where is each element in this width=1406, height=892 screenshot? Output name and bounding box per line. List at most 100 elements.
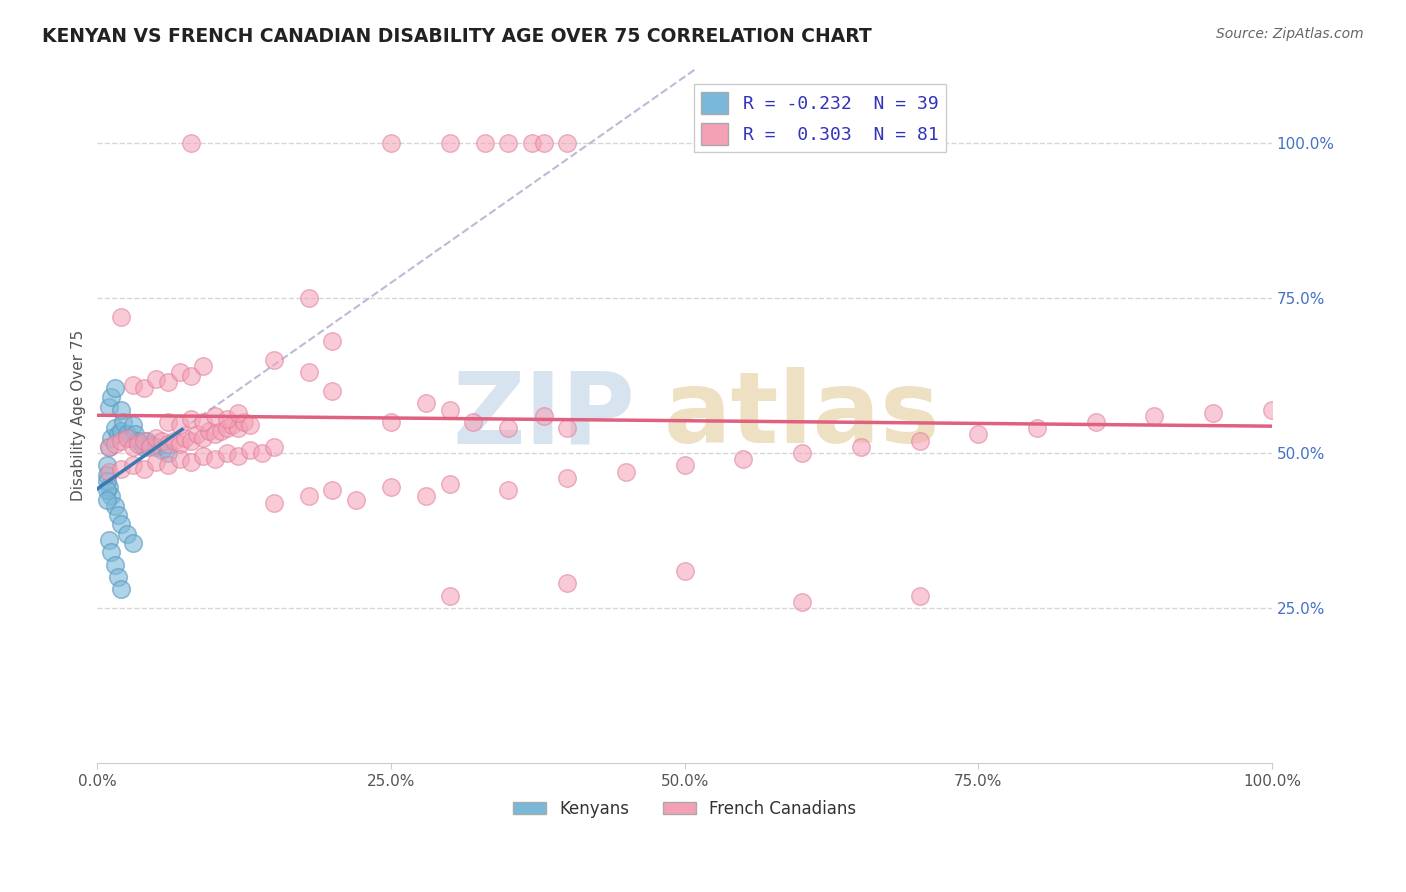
Point — [191, 415, 214, 429]
Point — [156, 375, 179, 389]
Point — [98, 480, 121, 494]
Point — [169, 418, 191, 433]
Point — [215, 446, 238, 460]
Point — [107, 570, 129, 584]
Point — [321, 384, 343, 398]
Point — [439, 136, 461, 150]
Point — [908, 434, 931, 448]
Text: atlas: atlas — [664, 368, 941, 465]
Point — [169, 366, 191, 380]
Point — [104, 421, 127, 435]
Point — [344, 492, 367, 507]
Point — [298, 490, 321, 504]
Point — [115, 427, 138, 442]
Point — [215, 421, 238, 435]
Point — [191, 359, 214, 374]
Point — [1143, 409, 1166, 423]
Point — [209, 425, 232, 439]
Point — [134, 461, 156, 475]
Point — [204, 452, 226, 467]
Point — [463, 415, 485, 429]
Point — [790, 446, 813, 460]
Point — [555, 576, 578, 591]
Point — [204, 409, 226, 423]
Point — [127, 436, 149, 450]
Point — [156, 446, 179, 460]
Point — [215, 412, 238, 426]
Point — [139, 440, 162, 454]
Point — [204, 427, 226, 442]
Legend: Kenyans, French Canadians: Kenyans, French Canadians — [506, 793, 863, 824]
Point — [415, 490, 437, 504]
Point — [298, 291, 321, 305]
Point — [100, 545, 122, 559]
Point — [239, 442, 262, 457]
Point — [1084, 415, 1107, 429]
Text: ZIP: ZIP — [453, 368, 636, 465]
Point — [321, 483, 343, 498]
Point — [100, 431, 122, 445]
Point — [110, 461, 132, 475]
Point — [121, 458, 143, 473]
Point — [134, 434, 156, 448]
Point — [380, 480, 402, 494]
Point — [98, 440, 121, 454]
Point — [673, 564, 696, 578]
Point — [115, 526, 138, 541]
Point — [100, 490, 122, 504]
Point — [298, 366, 321, 380]
Point — [439, 477, 461, 491]
Point — [180, 136, 202, 150]
Text: KENYAN VS FRENCH CANADIAN DISABILITY AGE OVER 75 CORRELATION CHART: KENYAN VS FRENCH CANADIAN DISABILITY AGE… — [42, 27, 872, 45]
Point — [474, 136, 496, 150]
Point — [498, 136, 520, 150]
Point — [112, 415, 135, 429]
Point — [533, 136, 555, 150]
Point — [150, 434, 173, 448]
Point — [156, 415, 179, 429]
Point — [96, 458, 118, 473]
Point — [96, 483, 118, 498]
Point — [121, 377, 143, 392]
Point — [239, 418, 262, 433]
Point — [96, 467, 118, 482]
Point — [498, 421, 520, 435]
Point — [191, 431, 214, 445]
Point — [104, 558, 127, 572]
Point — [100, 390, 122, 404]
Point — [186, 427, 208, 442]
Point — [110, 434, 132, 448]
Point — [145, 440, 167, 454]
Point — [124, 427, 146, 442]
Point — [673, 458, 696, 473]
Point — [226, 449, 249, 463]
Point — [96, 474, 118, 488]
Point — [98, 440, 121, 454]
Point — [908, 589, 931, 603]
Point — [134, 440, 156, 454]
Point — [145, 371, 167, 385]
Point — [169, 436, 191, 450]
Point — [131, 436, 153, 450]
Point — [380, 415, 402, 429]
Y-axis label: Disability Age Over 75: Disability Age Over 75 — [72, 330, 86, 501]
Point — [1261, 402, 1284, 417]
Point — [121, 440, 143, 454]
Point — [439, 402, 461, 417]
Point — [110, 402, 132, 417]
Point — [226, 406, 249, 420]
Point — [135, 434, 157, 448]
Point — [555, 421, 578, 435]
Point — [250, 446, 273, 460]
Point — [98, 533, 121, 547]
Point — [145, 431, 167, 445]
Point — [110, 517, 132, 532]
Point — [226, 421, 249, 435]
Point — [110, 425, 132, 439]
Point — [169, 452, 191, 467]
Point — [180, 434, 202, 448]
Point — [439, 589, 461, 603]
Point — [174, 431, 197, 445]
Point — [1202, 406, 1225, 420]
Point — [104, 436, 127, 450]
